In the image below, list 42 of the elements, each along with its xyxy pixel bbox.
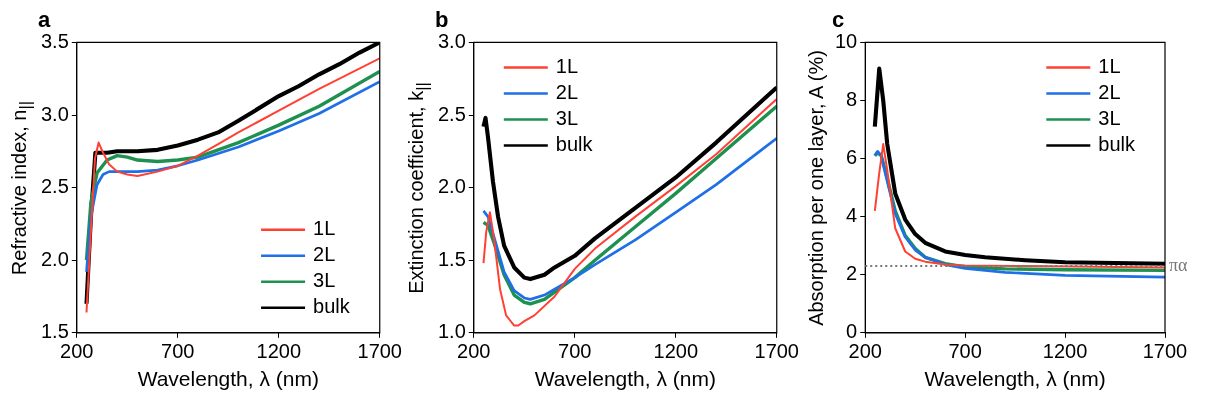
legend-label: 1L bbox=[555, 54, 579, 77]
y-tick-label: 1.5 bbox=[437, 247, 466, 270]
x-tick-label: 1700 bbox=[357, 340, 402, 363]
y-tick-label: 2 bbox=[846, 262, 858, 285]
legend-label: bulk bbox=[555, 132, 594, 155]
y-tick-label: 2.0 bbox=[40, 247, 69, 270]
x-tick-label: 700 bbox=[948, 340, 982, 363]
x-tick-label: 1200 bbox=[1042, 340, 1088, 363]
x-tick-label: 700 bbox=[558, 340, 592, 363]
legend-label: 2L bbox=[313, 243, 336, 266]
x-axis-title: Wavelength, λ (nm) bbox=[137, 367, 319, 391]
y-tick-label: 6 bbox=[846, 146, 858, 169]
legend-label: 2L bbox=[1098, 80, 1121, 103]
legend-label: bulk bbox=[313, 295, 351, 318]
legend-label: bulk bbox=[1098, 132, 1136, 155]
y-tick-label: 2.5 bbox=[40, 175, 69, 198]
y-tick-label: 2.0 bbox=[437, 175, 466, 198]
y-tick-label: 0 bbox=[846, 320, 858, 343]
legend-label: 1L bbox=[1098, 54, 1121, 77]
legend-label: 3L bbox=[555, 106, 579, 129]
legend-label: 1L bbox=[313, 217, 336, 240]
y-tick-label: 1.0 bbox=[437, 320, 466, 343]
x-tick-label: 700 bbox=[161, 340, 195, 363]
y-tick-label: 4 bbox=[846, 204, 858, 227]
y-tick-label: 3.0 bbox=[40, 102, 69, 125]
legend-label: 2L bbox=[555, 80, 579, 103]
x-tick-label: 200 bbox=[848, 340, 882, 363]
x-tick-label: 1700 bbox=[1142, 340, 1188, 363]
ref-line-label: πα bbox=[1169, 254, 1189, 275]
y-tick-label: 2.5 bbox=[437, 102, 466, 125]
legend-label: 3L bbox=[313, 269, 336, 292]
x-tick-label: 1700 bbox=[754, 340, 799, 363]
y-axis-title: Absorption per one layer, A (%) bbox=[804, 49, 828, 326]
y-tick-label: 1.5 bbox=[40, 320, 69, 343]
x-tick-label: 200 bbox=[457, 340, 491, 363]
x-tick-label: 1200 bbox=[256, 340, 302, 363]
x-tick-label: 1200 bbox=[653, 340, 699, 363]
x-axis-title: Wavelength, λ (nm) bbox=[534, 367, 716, 391]
legend-label: 3L bbox=[1098, 106, 1121, 129]
y-tick-label: 8 bbox=[846, 88, 858, 110]
x-axis-title: Wavelength, λ (nm) bbox=[924, 367, 1106, 391]
x-tick-label: 200 bbox=[60, 340, 94, 363]
